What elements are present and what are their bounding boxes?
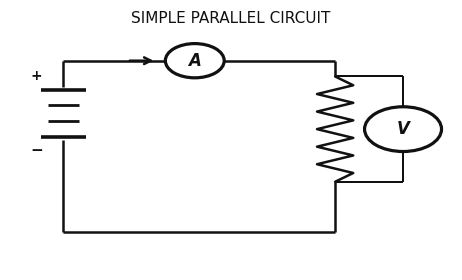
Text: −: −: [30, 143, 43, 158]
Circle shape: [365, 107, 442, 151]
Circle shape: [165, 44, 224, 78]
Text: A: A: [188, 52, 201, 70]
Text: SIMPLE PARALLEL CIRCUIT: SIMPLE PARALLEL CIRCUIT: [131, 11, 331, 26]
Text: V: V: [396, 120, 409, 138]
Text: +: +: [30, 69, 42, 83]
